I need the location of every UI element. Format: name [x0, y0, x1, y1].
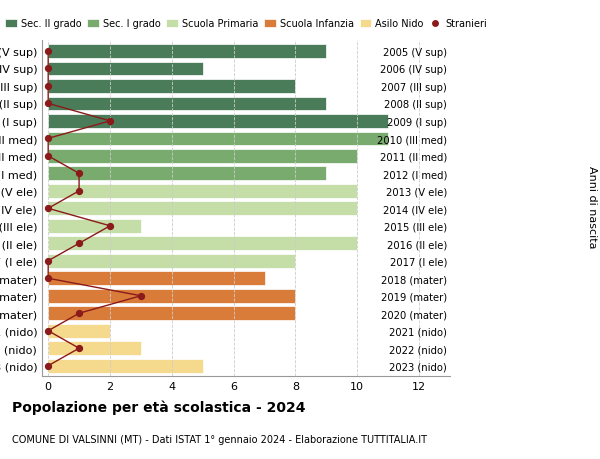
- Text: Anni di nascita: Anni di nascita: [587, 165, 597, 248]
- Bar: [48, 202, 357, 216]
- Bar: [48, 237, 357, 251]
- Bar: [48, 45, 326, 59]
- Point: [43, 101, 53, 108]
- Point: [43, 135, 53, 143]
- Text: COMUNE DI VALSINNI (MT) - Dati ISTAT 1° gennaio 2024 - Elaborazione TUTTITALIA.I: COMUNE DI VALSINNI (MT) - Dati ISTAT 1° …: [12, 434, 427, 444]
- Bar: [48, 150, 357, 163]
- Bar: [48, 324, 110, 338]
- Bar: [48, 62, 203, 76]
- Bar: [48, 167, 326, 181]
- Bar: [48, 359, 203, 373]
- Bar: [48, 341, 141, 355]
- Bar: [48, 272, 265, 285]
- Bar: [48, 97, 326, 111]
- Point: [74, 345, 84, 352]
- Legend: Sec. II grado, Sec. I grado, Scuola Primaria, Scuola Infanzia, Asilo Nido, Stran: Sec. II grado, Sec. I grado, Scuola Prim…: [1, 15, 491, 33]
- Point: [105, 223, 115, 230]
- Point: [74, 240, 84, 247]
- Bar: [48, 289, 295, 303]
- Bar: [48, 185, 357, 198]
- Point: [43, 275, 53, 282]
- Bar: [48, 307, 295, 320]
- Point: [136, 292, 146, 300]
- Point: [74, 188, 84, 195]
- Point: [105, 118, 115, 125]
- Point: [74, 170, 84, 178]
- Bar: [48, 254, 295, 268]
- Point: [43, 327, 53, 335]
- Point: [43, 205, 53, 213]
- Point: [43, 153, 53, 160]
- Point: [43, 362, 53, 369]
- Point: [43, 83, 53, 90]
- Point: [43, 66, 53, 73]
- Bar: [48, 132, 388, 146]
- Point: [74, 310, 84, 317]
- Point: [43, 48, 53, 56]
- Bar: [48, 115, 388, 129]
- Text: Popolazione per età scolastica - 2024: Popolazione per età scolastica - 2024: [12, 399, 305, 414]
- Point: [43, 257, 53, 265]
- Bar: [48, 219, 141, 233]
- Bar: [48, 80, 295, 94]
